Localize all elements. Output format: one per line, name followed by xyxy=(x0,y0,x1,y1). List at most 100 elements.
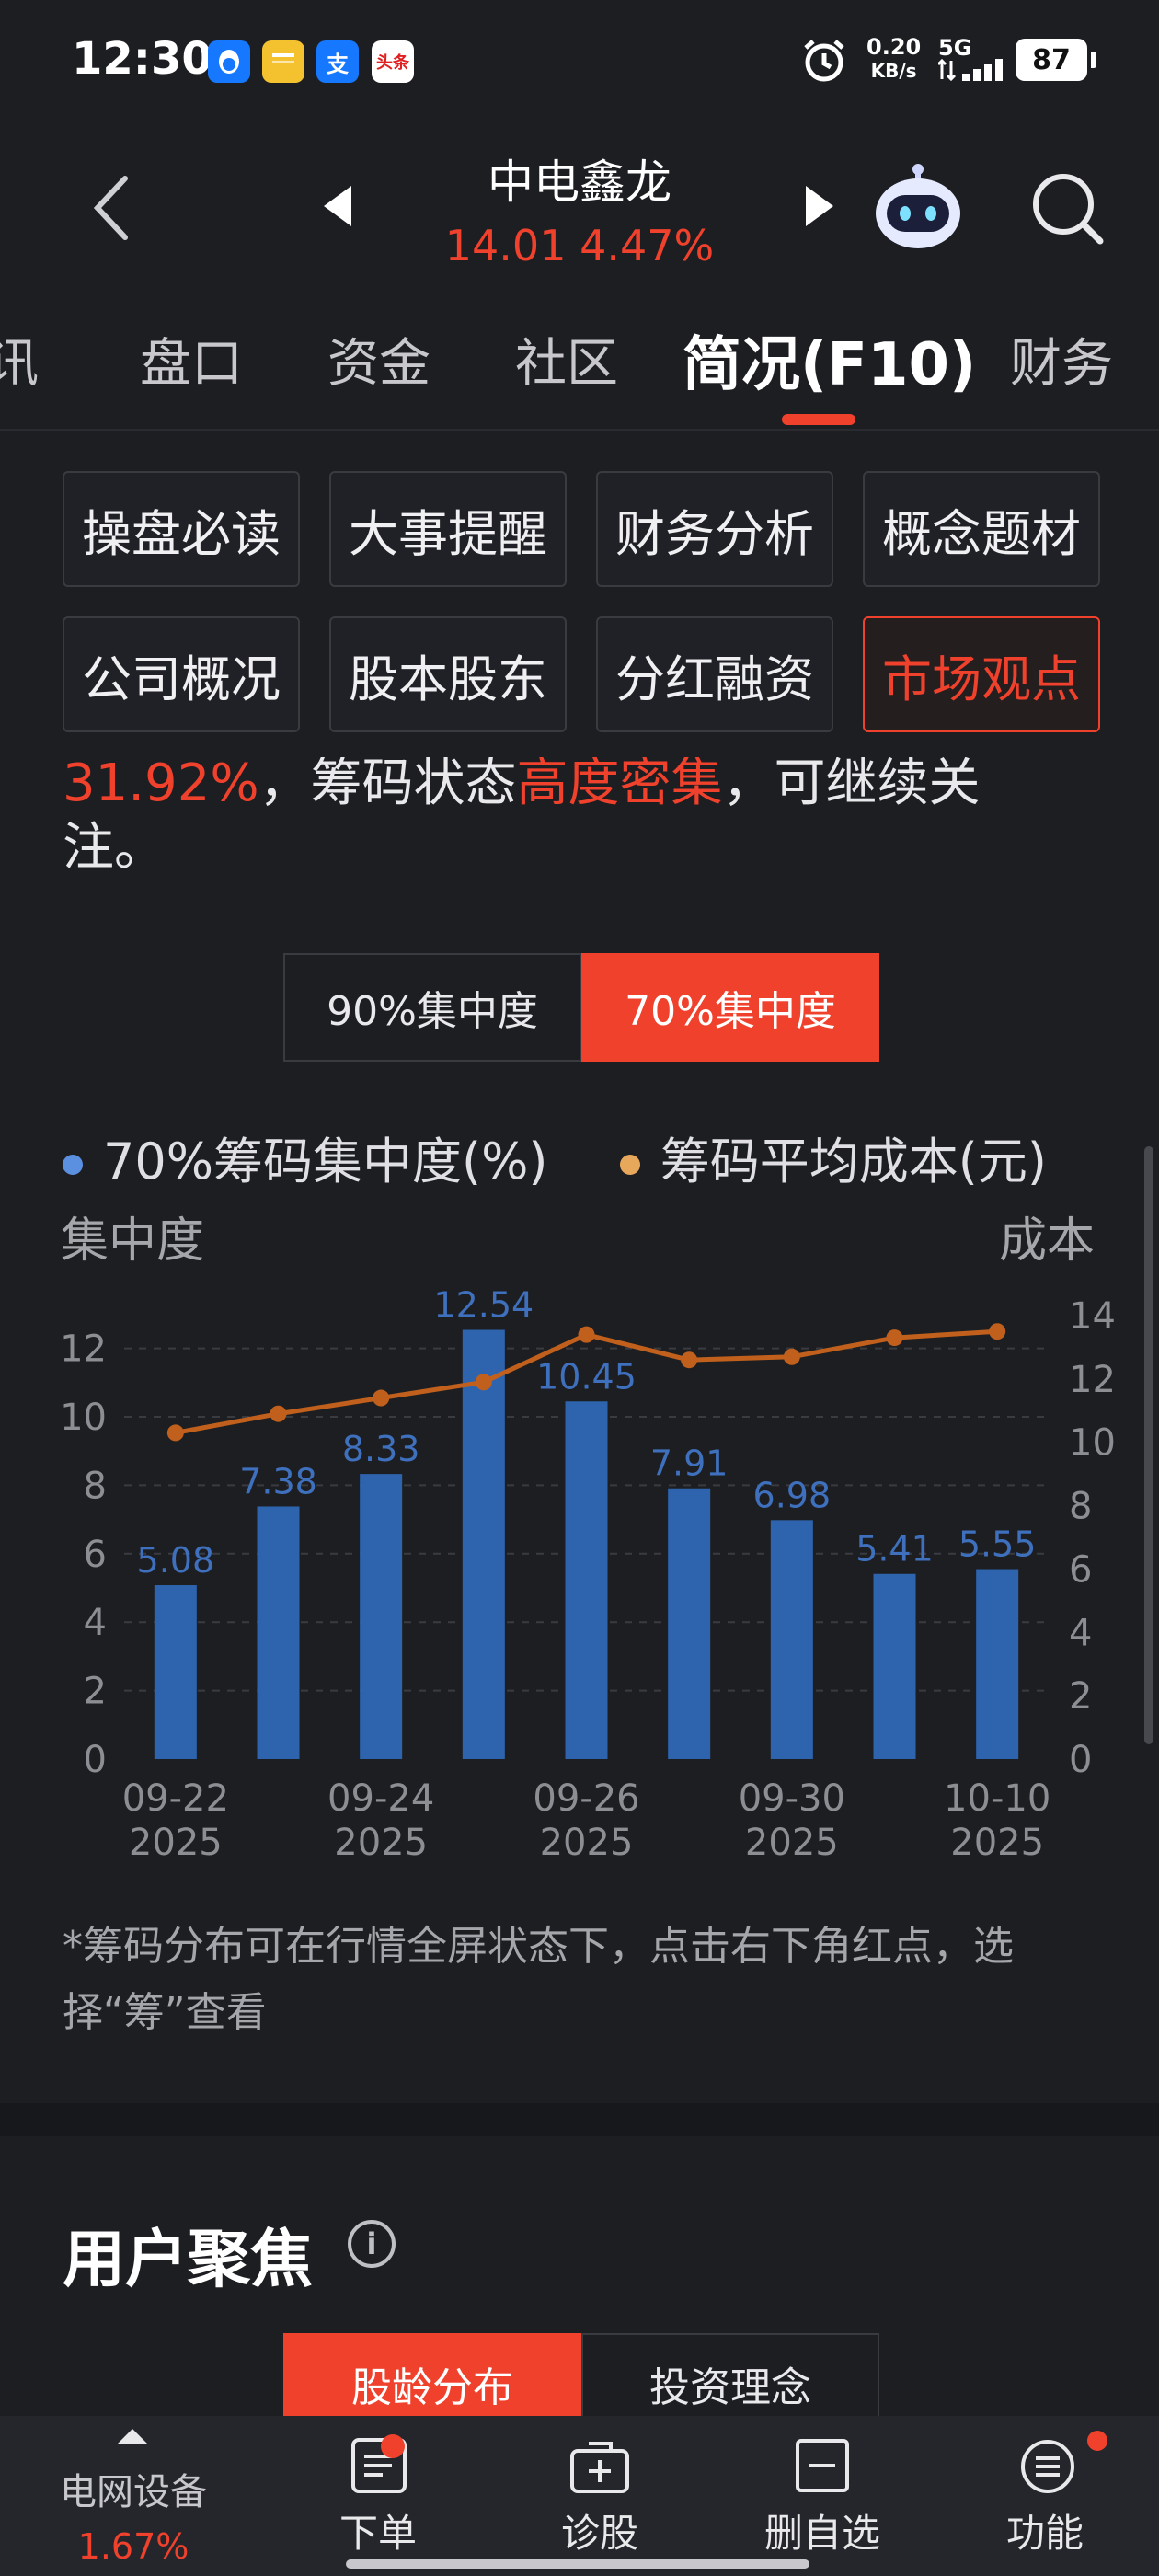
tab-funds[interactable]: 资金 xyxy=(327,334,430,394)
stock-quote: 14.01 4.47% xyxy=(444,221,715,270)
qq-icon xyxy=(208,40,250,83)
bar xyxy=(770,1520,813,1759)
left-tick-label: 6 xyxy=(84,1534,107,1576)
right-tick-label: 2 xyxy=(1069,1675,1092,1718)
section-separator xyxy=(0,2103,1159,2136)
bar xyxy=(257,1506,300,1759)
info-icon[interactable]: i xyxy=(348,2220,396,2268)
right-tick-label: 8 xyxy=(1069,1486,1092,1528)
active-tab-indicator xyxy=(782,414,855,425)
x-tick-year: 2025 xyxy=(745,1822,839,1864)
bottom-nav xyxy=(0,2416,1159,2576)
toutiao-icon: 头条 xyxy=(372,40,414,83)
legend-dot-cost xyxy=(619,1155,640,1176)
right-tick-label: 12 xyxy=(1069,1359,1116,1401)
menu-icon[interactable] xyxy=(1019,2438,1076,2499)
tab-orderbook[interactable]: 盘口 xyxy=(140,334,243,394)
submenu-financial-analysis[interactable]: 财务分析 xyxy=(596,471,833,587)
partial-text-line1: 31.92%，筹码状态高度密集，可继续关 xyxy=(63,754,981,810)
right-axis-title: 成本 xyxy=(999,1213,1096,1269)
cost-point xyxy=(166,1424,184,1442)
bar xyxy=(565,1401,608,1759)
left-axis-title: 集中度 xyxy=(61,1213,205,1269)
submenu-events[interactable]: 大事提醒 xyxy=(329,471,567,587)
bar-value-label: 5.55 xyxy=(958,1524,1037,1565)
submenu-shareholders[interactable]: 股本股东 xyxy=(329,616,567,732)
submenu-company-profile[interactable]: 公司概况 xyxy=(63,616,300,732)
prev-stock-icon[interactable] xyxy=(324,186,351,226)
back-icon[interactable] xyxy=(88,171,134,248)
chart-legend: 70%筹码集中度(%) 筹码平均成本(元) xyxy=(63,1121,1047,1193)
cost-point xyxy=(989,1323,1006,1340)
bar-value-label: 12.54 xyxy=(433,1285,534,1326)
tab-news[interactable]: 讯 xyxy=(0,334,39,394)
bar xyxy=(360,1474,403,1759)
sector-name[interactable]: 电网设备 xyxy=(60,2471,207,2513)
remove-watchlist-icon[interactable] xyxy=(795,2438,850,2497)
partial-text-clip: 31.92%，筹码状态高度密集，可继续关 xyxy=(0,754,1159,810)
bar xyxy=(462,1329,505,1759)
signal-icon xyxy=(936,57,1006,86)
x-tick-date: 09-30 xyxy=(739,1777,845,1820)
chip-note: *筹码分布可在行情全屏状态下，点击右下角红点，选择“筹”查看 xyxy=(63,1923,1014,2036)
net-speed: 0.20 KB/s xyxy=(866,34,922,82)
x-tick-date: 09-24 xyxy=(327,1777,434,1820)
nav-function[interactable]: 功能 xyxy=(1005,2511,1084,2556)
x-tick-date: 09-26 xyxy=(533,1777,639,1820)
bar-value-label: 10.45 xyxy=(536,1356,637,1397)
cost-point xyxy=(475,1374,492,1391)
submenu-trading-guide[interactable]: 操盘必读 xyxy=(63,471,300,587)
robot-assistant-icon[interactable] xyxy=(870,162,966,258)
network-label: 5G xyxy=(938,35,972,61)
right-tick-label: 10 xyxy=(1069,1422,1116,1465)
x-tick-date: 10-10 xyxy=(944,1777,1050,1820)
toggle-70-option[interactable]: 70%集中度 xyxy=(581,953,879,1062)
diagnose-icon[interactable] xyxy=(568,2440,631,2499)
right-tick-label: 0 xyxy=(1069,1739,1092,1781)
battery-icon: 87 xyxy=(1016,39,1096,81)
tab-f10[interactable]: 简况(F10) xyxy=(683,331,977,399)
x-tick-year: 2025 xyxy=(950,1822,1044,1864)
cost-point xyxy=(886,1329,903,1347)
bar-value-label: 8.33 xyxy=(342,1429,420,1469)
right-tick-label: 4 xyxy=(1069,1612,1092,1654)
search-icon[interactable] xyxy=(1028,169,1107,252)
alarm-icon xyxy=(800,37,848,88)
left-tick-label: 0 xyxy=(84,1739,107,1781)
tabs-bar xyxy=(0,304,1159,431)
concentration-chart: 0 2 4 6 8 10 12 0 2 4 6 8 10 12 14 5.08 7.38 8.33 12.5410.… xyxy=(60,1285,1116,1864)
cost-point xyxy=(681,1351,698,1369)
bar-value-label: 7.91 xyxy=(650,1443,729,1484)
nav-remove-watchlist[interactable]: 删自选 xyxy=(763,2511,880,2556)
x-tick-date: 09-22 xyxy=(122,1777,229,1820)
stock-name: 中电鑫龙 xyxy=(488,155,671,209)
partial-text-line2: 注。 xyxy=(63,818,166,878)
scroll-indicator[interactable] xyxy=(1144,1146,1153,1744)
clip-mask xyxy=(0,739,1159,757)
home-indicator xyxy=(346,2559,809,2569)
tab-finance[interactable]: 财务 xyxy=(1010,334,1113,394)
order-badge xyxy=(381,2434,405,2458)
status-time: 12:30 xyxy=(72,33,212,85)
tab-community[interactable]: 社区 xyxy=(515,334,618,394)
cost-point xyxy=(373,1389,390,1407)
nav-diagnose[interactable]: 诊股 xyxy=(560,2511,638,2556)
submenu-concepts[interactable]: 概念题材 xyxy=(863,471,1100,587)
left-tick-label: 10 xyxy=(60,1397,107,1439)
left-tick-label: 8 xyxy=(84,1465,107,1507)
submenu-market-view[interactable]: 市场观点 xyxy=(863,616,1100,732)
x-tick-year: 2025 xyxy=(334,1822,428,1864)
alipay-icon: 支 xyxy=(316,40,359,83)
legend-dot-concentration xyxy=(63,1155,83,1176)
bar xyxy=(976,1569,1019,1759)
next-stock-icon[interactable] xyxy=(806,186,833,226)
cost-point xyxy=(270,1405,287,1422)
expand-up-icon[interactable] xyxy=(118,2429,147,2444)
toggle-90-option[interactable]: 90%集中度 xyxy=(283,953,581,1062)
bar xyxy=(873,1573,916,1759)
nav-order[interactable]: 下单 xyxy=(339,2511,417,2556)
user-focus-title: 用户聚焦 xyxy=(63,2224,314,2296)
submenu-dividends[interactable]: 分红融资 xyxy=(596,616,833,732)
order-icon[interactable] xyxy=(351,2438,407,2493)
bar-value-label: 5.41 xyxy=(855,1529,934,1570)
